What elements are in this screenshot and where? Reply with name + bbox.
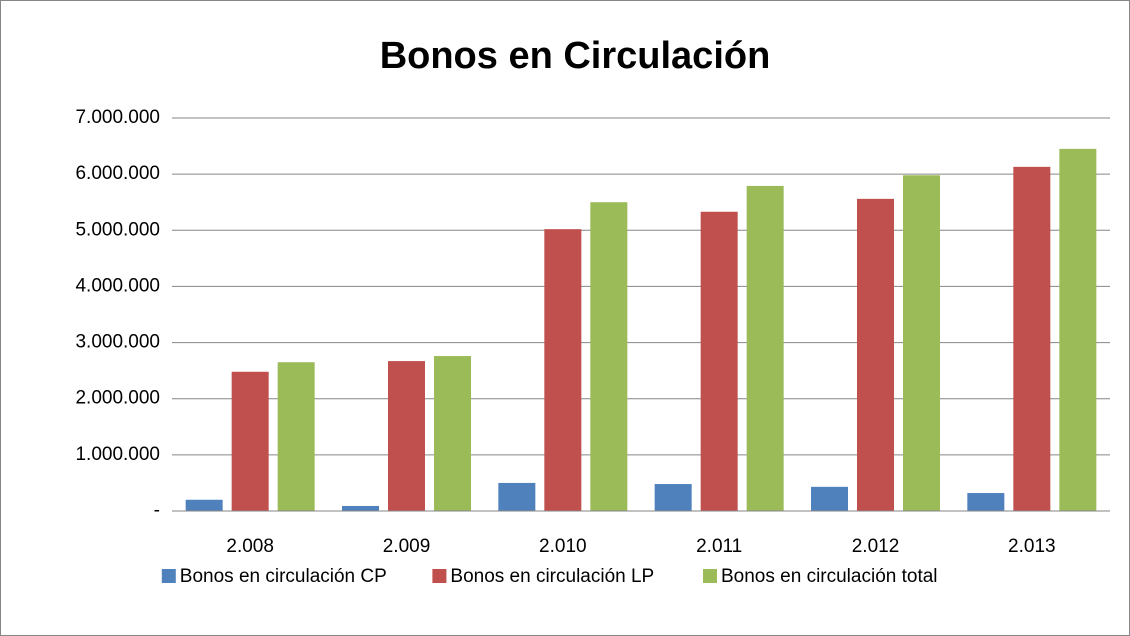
y-tick-label: 7.000.000 xyxy=(75,107,160,128)
bar xyxy=(811,486,848,511)
x-tick-label: 2.010 xyxy=(539,536,587,557)
bar xyxy=(1059,148,1097,511)
bar xyxy=(746,185,784,511)
bar xyxy=(388,361,425,511)
bar xyxy=(342,505,379,511)
y-tick-label: 1.000.000 xyxy=(75,444,160,465)
bar xyxy=(544,229,582,512)
bar xyxy=(590,202,628,511)
legend-swatch xyxy=(161,569,176,583)
x-tick-label: 2.008 xyxy=(226,536,274,557)
legend-label: Bonos en circulación LP xyxy=(450,566,654,587)
bar xyxy=(277,362,315,511)
bar xyxy=(654,484,692,511)
bar xyxy=(231,371,269,511)
y-tick-label: 5.000.000 xyxy=(75,219,160,240)
legend-label: Bonos en circulación CP xyxy=(180,566,387,587)
legend-swatch xyxy=(703,569,717,583)
legend-label: Bonos en circulación total xyxy=(721,566,938,587)
x-tick-label: 2.013 xyxy=(1008,536,1056,557)
x-tick-label: 2.009 xyxy=(383,536,431,557)
y-tick-label: 2.000.000 xyxy=(75,388,160,409)
x-tick-label: 2.012 xyxy=(852,536,900,557)
legend-swatch xyxy=(432,569,447,583)
y-tick-label: 4.000.000 xyxy=(75,275,160,296)
bar xyxy=(1013,166,1051,511)
chart-title: Bonos en Circulación xyxy=(380,35,771,77)
bar xyxy=(700,211,738,511)
y-tick-label: - xyxy=(154,500,160,521)
x-tick-label: 2.011 xyxy=(696,536,742,557)
bar xyxy=(967,493,1005,511)
bar xyxy=(498,482,536,511)
y-tick-label: 6.000.000 xyxy=(75,163,160,184)
y-tick-label: 3.000.000 xyxy=(75,332,160,353)
bar xyxy=(903,175,940,511)
bar xyxy=(185,499,223,511)
bar xyxy=(857,198,894,512)
bar xyxy=(434,356,471,511)
